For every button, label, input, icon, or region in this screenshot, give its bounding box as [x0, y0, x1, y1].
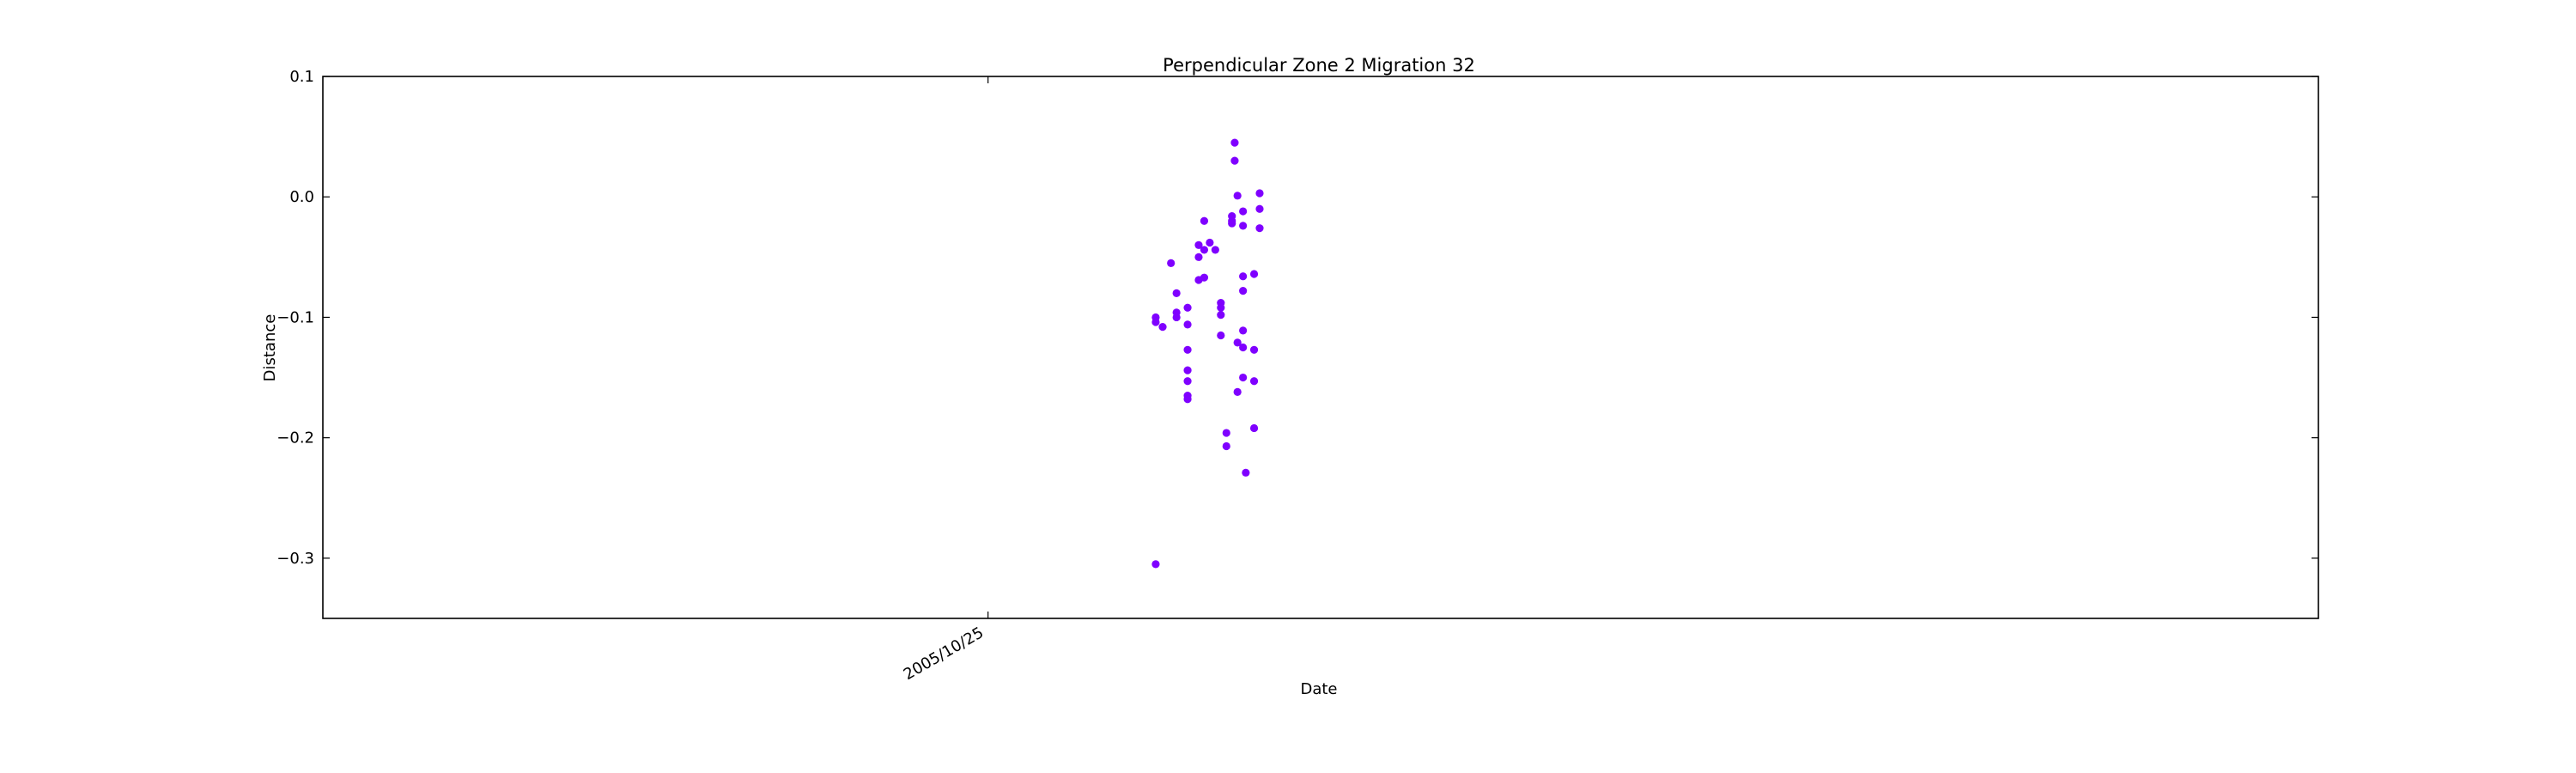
- data-point: [1233, 387, 1242, 396]
- y-tick-label: 0.0: [289, 188, 314, 206]
- data-points: [1151, 138, 1264, 569]
- data-point: [1183, 345, 1192, 354]
- y-tick-label: −0.3: [276, 550, 314, 568]
- data-point: [1249, 377, 1259, 386]
- data-point: [1211, 246, 1219, 254]
- data-point: [1249, 423, 1259, 433]
- plot-area: [322, 76, 2319, 619]
- y-tick-label: −0.2: [276, 429, 314, 447]
- data-point: [1255, 204, 1264, 213]
- data-point: [1239, 326, 1248, 335]
- data-point: [1200, 216, 1209, 225]
- data-point: [1158, 323, 1167, 332]
- data-point: [1255, 224, 1264, 233]
- data-point: [1194, 240, 1203, 249]
- data-point: [1228, 212, 1236, 221]
- data-point: [1183, 395, 1192, 404]
- data-point: [1233, 338, 1242, 347]
- data-point: [1200, 273, 1209, 282]
- data-point: [1249, 345, 1259, 354]
- x-axis-label: Date: [1300, 680, 1337, 698]
- y-tick-label: −0.1: [276, 308, 314, 326]
- data-point: [1239, 272, 1248, 281]
- data-point: [1228, 219, 1236, 228]
- data-point: [1183, 303, 1192, 312]
- data-point: [1183, 320, 1192, 329]
- data-point: [1151, 318, 1160, 326]
- data-point: [1239, 373, 1248, 382]
- data-point: [1239, 286, 1248, 295]
- data-point: [1217, 331, 1225, 340]
- data-point: [1242, 468, 1250, 477]
- data-point: [1217, 303, 1225, 312]
- data-point: [1183, 377, 1192, 386]
- data-point: [1249, 270, 1259, 278]
- data-point: [1172, 313, 1181, 322]
- data-point: [1194, 253, 1203, 261]
- data-point: [1200, 246, 1209, 254]
- data-point: [1222, 441, 1230, 451]
- data-point: [1233, 192, 1242, 200]
- data-point: [1206, 238, 1214, 247]
- data-point: [1239, 222, 1248, 230]
- data-point: [1255, 189, 1264, 198]
- data-point: [1222, 429, 1230, 437]
- data-point: [1230, 138, 1239, 147]
- data-point: [1217, 311, 1225, 320]
- data-point: [1239, 207, 1248, 216]
- data-point: [1239, 343, 1248, 352]
- data-point: [1172, 289, 1181, 297]
- y-axis-label: Distance: [261, 314, 279, 382]
- data-point: [1183, 366, 1192, 374]
- chart-title: Perpendicular Zone 2 Migration 32: [1163, 55, 1475, 76]
- y-tick-label: 0.1: [289, 68, 314, 86]
- data-point: [1167, 259, 1176, 267]
- data-point: [1230, 156, 1239, 165]
- data-point: [1151, 560, 1160, 569]
